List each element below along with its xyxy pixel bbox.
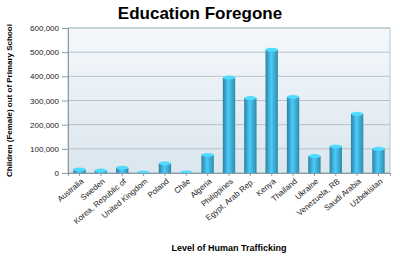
bar [201, 155, 213, 173]
y-tick-mark [62, 125, 68, 126]
grid-line [68, 52, 390, 53]
y-tick: 600,000 [30, 24, 68, 33]
x-tick-mark [229, 173, 230, 176]
x-tick: United Kingdom [100, 173, 150, 220]
bar-top [351, 112, 363, 116]
y-tick: 200,000 [30, 121, 68, 130]
y-tick: 300,000 [30, 97, 68, 106]
x-tick-label: Poland [146, 177, 171, 200]
y-tick-label: 500,000 [30, 48, 59, 57]
chart-svg: 0 100,000 200,000 300,000 400,000 500,000 600,… [0, 0, 400, 269]
y-tick-label: 300,000 [30, 97, 59, 106]
x-tick-mark [79, 173, 80, 176]
x-tick-mark [293, 173, 294, 176]
y-axis-title: Children (Female) out of Primary School [5, 24, 14, 177]
x-tick-label: United Kingdom [100, 177, 150, 221]
x-tick-mark [335, 173, 336, 176]
bar [372, 149, 384, 173]
x-tick-mark [143, 173, 144, 176]
x-tick-mark [250, 173, 251, 176]
chart-container: 0 100,000 200,000 300,000 400,000 500,000 600,… [0, 0, 400, 269]
y-tick-label: 200,000 [30, 121, 59, 130]
y-tick-label: 100,000 [30, 145, 59, 154]
y-tick: 100,000 [30, 145, 68, 154]
bar-top [201, 153, 213, 157]
x-tick-mark [378, 173, 379, 176]
bar [351, 114, 363, 173]
grid [68, 28, 390, 173]
bar-top [116, 166, 128, 170]
y-tick-mark [62, 76, 68, 77]
x-tick-mark [122, 173, 123, 176]
bar [330, 146, 342, 173]
bar [287, 97, 299, 173]
x-tick-mark [207, 173, 208, 176]
bar [244, 98, 256, 173]
x-tick: Egypt, Arab Rep. [204, 173, 256, 223]
bar-top [223, 76, 235, 80]
x-axis-line [69, 174, 391, 177]
y-tick-mark [62, 101, 68, 102]
y-tick: 500,000 [30, 48, 68, 57]
bar-top [287, 95, 299, 99]
x-tick-mark [357, 173, 358, 176]
bar-top [330, 144, 342, 148]
bar-top [159, 161, 171, 165]
y-tick: 400,000 [30, 72, 68, 81]
y-tick-mark [62, 28, 68, 29]
bar-top [95, 169, 107, 173]
bar-top [137, 171, 149, 173]
bar-top [266, 48, 278, 52]
x-tick-mark [271, 173, 272, 176]
bar [223, 78, 235, 173]
y-axis: 0 100,000 200,000 300,000 400,000 500,000 600,… [30, 24, 68, 178]
bar-top [372, 147, 384, 151]
x-tick-mark [314, 173, 315, 176]
grid-line [68, 28, 390, 29]
x-tick: Uzbekistan [348, 173, 384, 209]
x-tick-mark [186, 173, 187, 176]
x-tick: Thailand [270, 173, 299, 203]
y-tick-mark [62, 149, 68, 150]
plot: 0 100,000 200,000 300,000 400,000 500,000 600,… [30, 24, 390, 226]
bar [308, 156, 320, 173]
y-tick-mark [62, 173, 68, 174]
bar-top [73, 167, 85, 171]
x-tick-mark [100, 173, 101, 176]
x-tick-label: Thailand [270, 177, 299, 204]
y-tick-label: 0 [55, 169, 60, 178]
x-axis: AustraliaSwedenKorea, Republic ofUnited … [56, 173, 391, 226]
bar-top [244, 96, 256, 100]
y-tick-label: 400,000 [30, 72, 59, 81]
y-tick: 0 [55, 169, 68, 178]
x-tick-mark [164, 173, 165, 176]
plot-background [68, 28, 390, 173]
bar [266, 50, 278, 173]
y-tick-mark [62, 52, 68, 53]
x-axis-title: Level of Human Trafficking [171, 243, 286, 253]
x-tick-label: Uzbekistan [348, 177, 384, 209]
y-axis-line [68, 29, 69, 174]
x-tick: Saudi Arabia [322, 173, 363, 213]
bar-top [180, 171, 192, 173]
bars [73, 48, 384, 173]
bar-top [308, 154, 320, 158]
y-tick-label: 600,000 [30, 24, 59, 33]
x-tick-label: Egypt, Arab Rep. [204, 177, 256, 223]
title: Education Foregone [118, 4, 282, 23]
x-tick: Poland [146, 173, 171, 200]
